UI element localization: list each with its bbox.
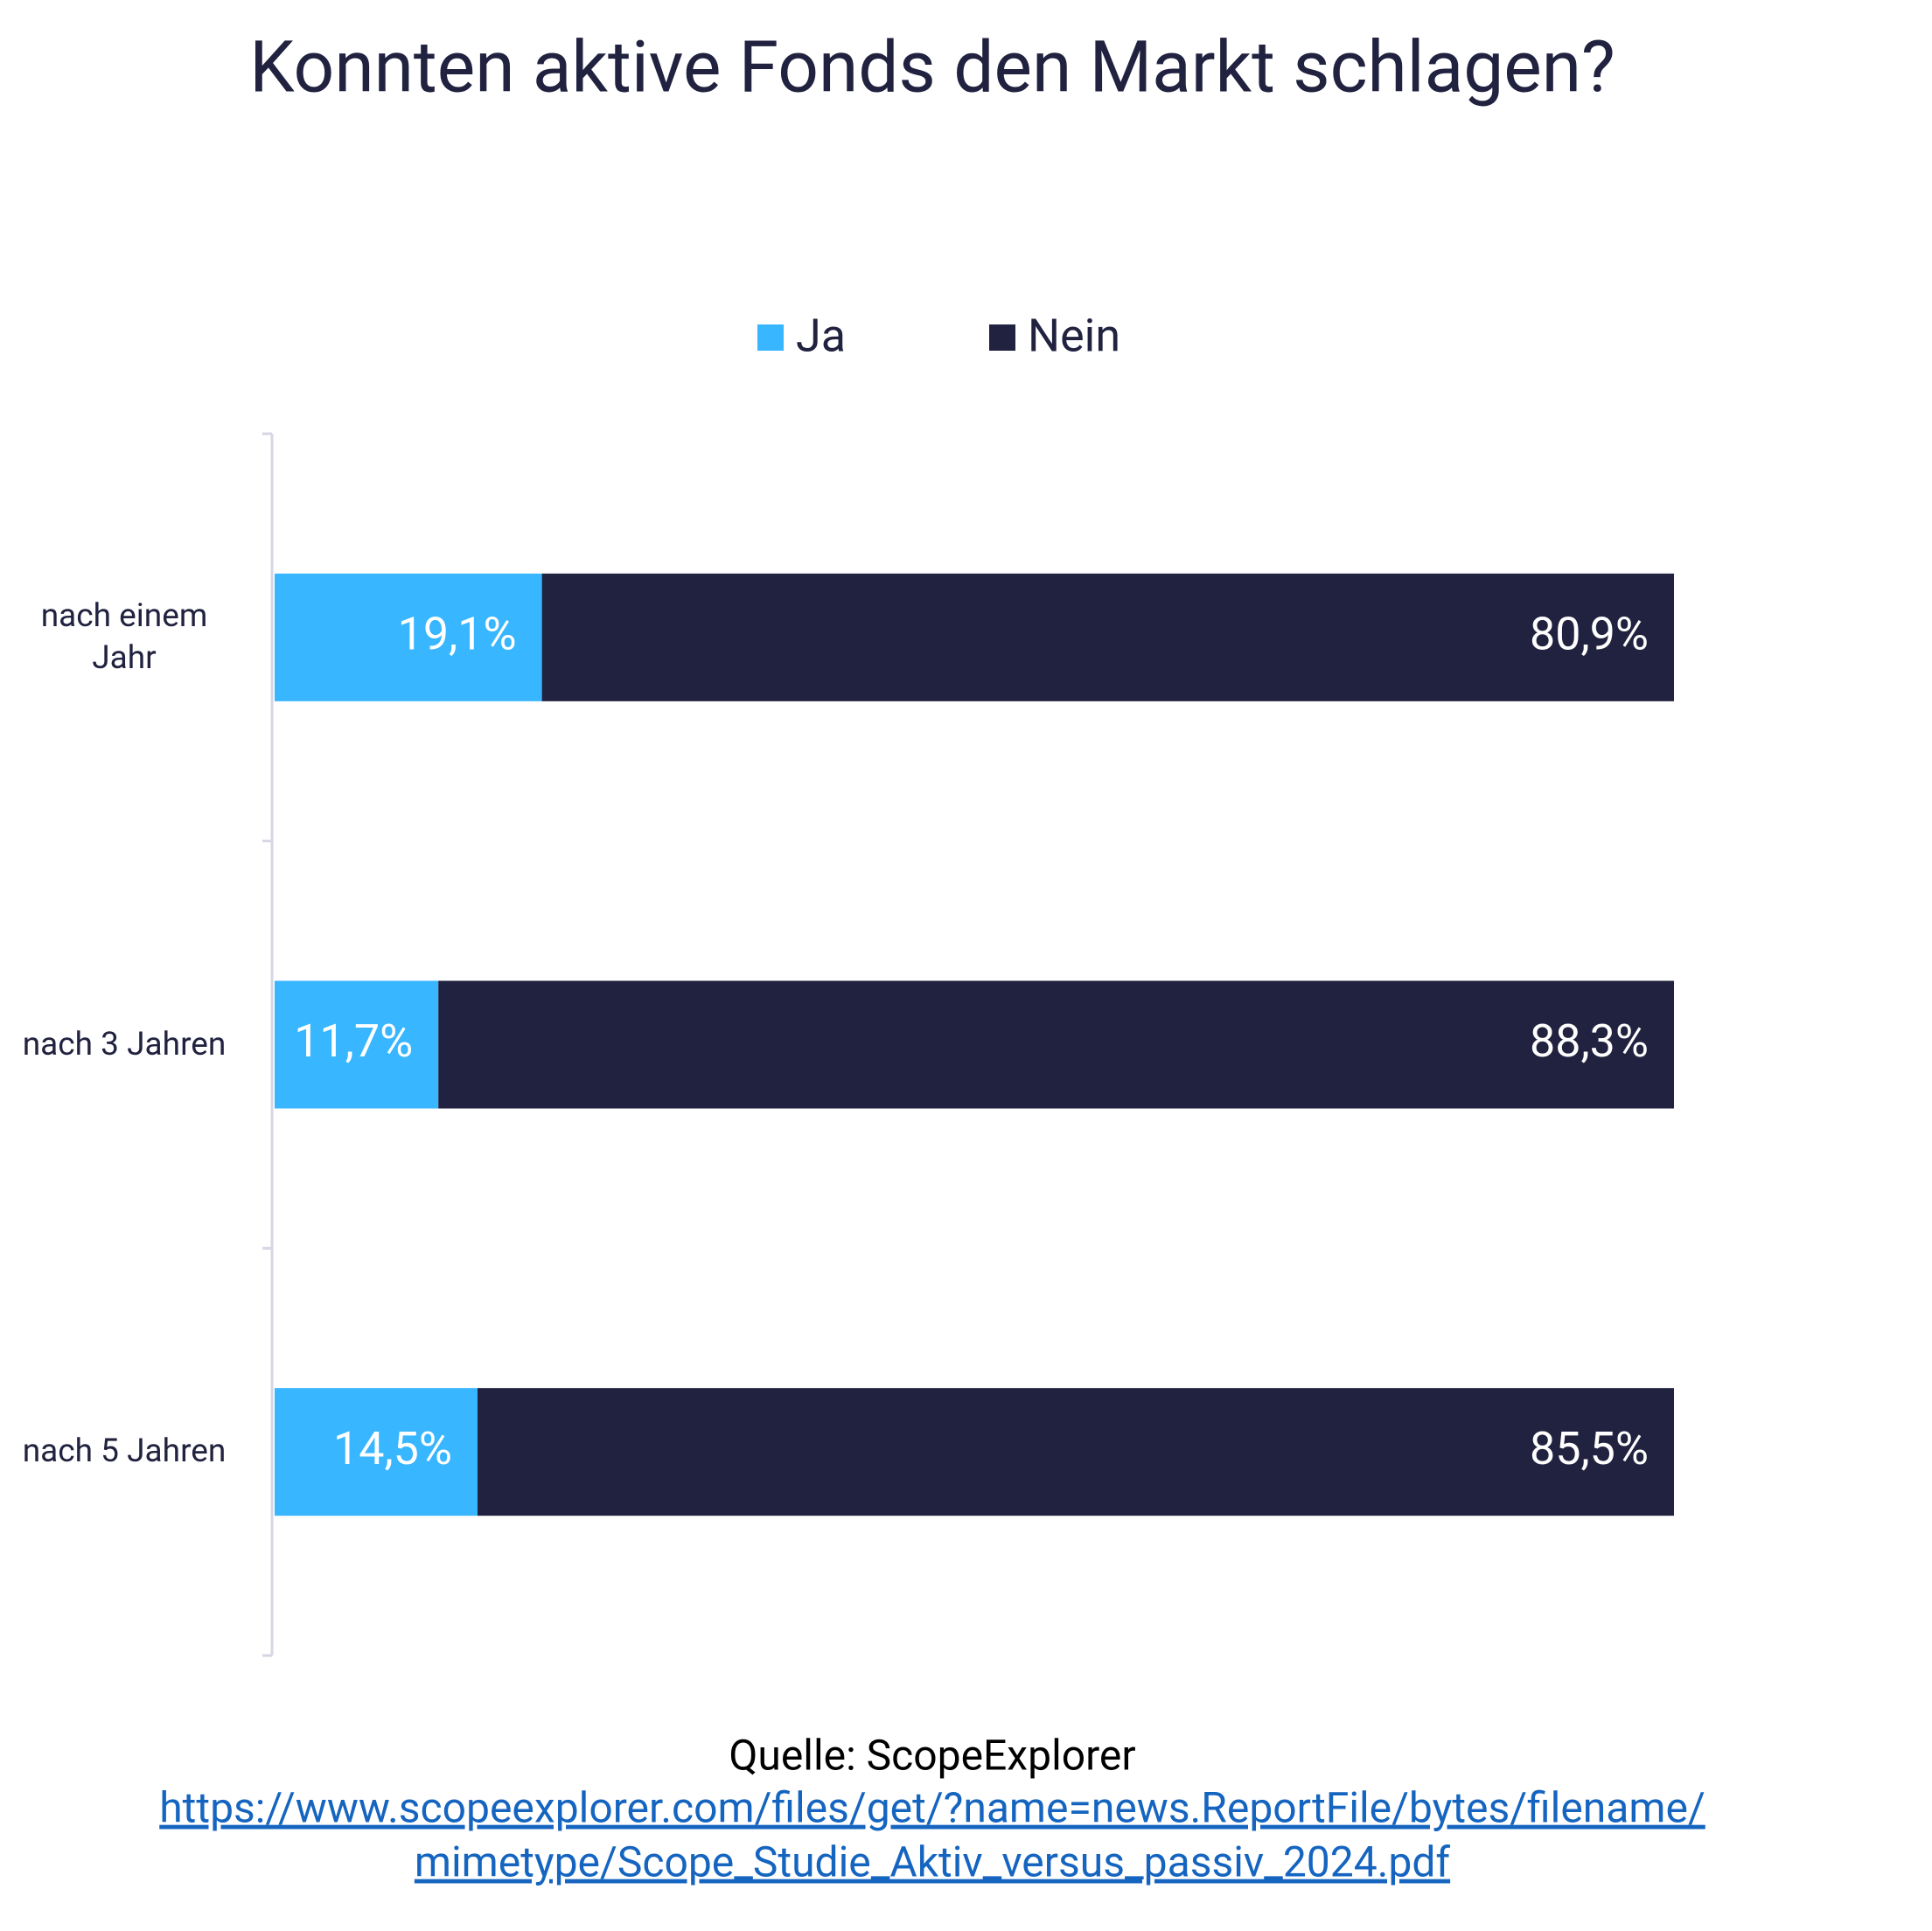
chart-title: Konnten aktive Fonds den Markt schlagen?	[249, 26, 1615, 110]
source-link[interactable]: https://www.scopeexplorer.com/files/get/…	[159, 1783, 1705, 1833]
bar-segment	[275, 573, 542, 701]
bar-segment	[541, 573, 1674, 701]
value-label: 88,3%	[1530, 1014, 1649, 1068]
legend-swatch	[757, 324, 784, 351]
bar-segment	[275, 1388, 478, 1516]
y-tick-label: nach einem Jahr	[40, 596, 208, 677]
value-label: 85,5%	[1530, 1422, 1649, 1475]
y-tick-label: nach 5 Jahren	[22, 1433, 227, 1471]
legend-swatch	[989, 324, 1015, 351]
value-label: 14,5%	[333, 1422, 452, 1475]
legend-label: Ja	[796, 310, 846, 363]
value-label: 19,1%	[398, 608, 517, 661]
bar-segment	[478, 1388, 1674, 1516]
bar-segment	[275, 980, 439, 1109]
value-label: 80,9%	[1530, 608, 1649, 661]
source: Quelle: ScopeExplorer	[729, 1731, 1135, 1781]
value-label: 11,7%	[294, 1014, 413, 1068]
source-link[interactable]: mimetype/Scope_Studie_Aktiv_versus_passi…	[415, 1837, 1451, 1887]
legend-label: Nein	[1028, 310, 1120, 363]
y-tick-label: nach 3 Jahren	[22, 1025, 227, 1063]
bar-segment	[438, 980, 1675, 1109]
